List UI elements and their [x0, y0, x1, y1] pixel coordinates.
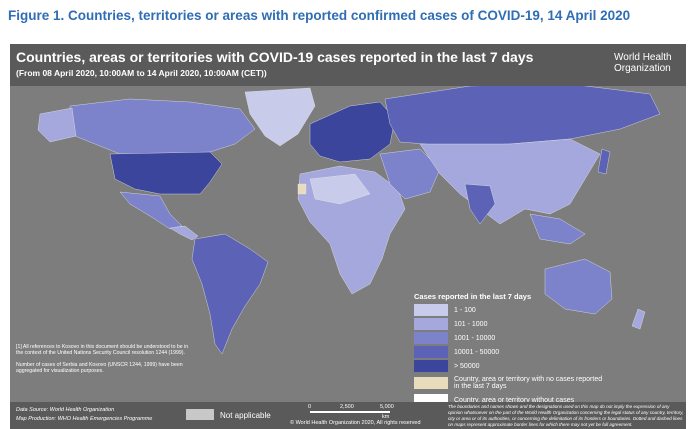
scale-label: 0 — [308, 404, 312, 410]
canada — [69, 98, 256, 157]
data-source: Data Source: World Health Organization — [16, 407, 115, 413]
note: Number of cases of Serbia and Kosovo (UN… — [16, 362, 183, 374]
legend-label: 1001 - 10000 — [454, 334, 496, 342]
new-zealand — [631, 308, 646, 330]
south-america — [191, 233, 269, 355]
legend-swatch — [414, 346, 448, 358]
europe — [309, 101, 396, 163]
legend-swatch — [414, 318, 448, 330]
asia — [419, 138, 601, 225]
notes: [1] All references to Kosovo in this doc… — [16, 344, 196, 380]
legend-label: Country, area or territory without cases — [454, 396, 575, 404]
map-header: Countries, areas or territories with COV… — [10, 44, 686, 86]
legend-label: > 50000 — [454, 362, 480, 370]
who-logo: World Health Organization — [614, 52, 672, 74]
central-america — [169, 225, 199, 241]
legend-swatch — [414, 332, 448, 344]
world-map — [37, 83, 661, 355]
figure-title: Figure 1. Countries, territories or area… — [8, 8, 631, 23]
legend-label: 101 - 1000 — [454, 320, 488, 328]
legend-item: 1 - 100 — [414, 304, 604, 316]
legend-items: 1 - 100 101 - 1000 1001 - 10000 10001 - 500… — [414, 304, 604, 406]
map-production: Map Production: WHO Health Emergencies P… — [16, 416, 153, 422]
legend-label: Country, area or territory with no cases… — [454, 376, 603, 390]
legend: Cases reported in the last 7 days 1 - 10… — [414, 292, 604, 408]
legend-title: Cases reported in the last 7 days — [414, 292, 532, 301]
map-subtitle: (From 08 April 2020, 10:00AM to 14 April… — [16, 68, 267, 78]
logo-line: World Health — [614, 52, 672, 63]
scale-label: 2,500 — [340, 404, 354, 410]
japan — [597, 148, 611, 175]
scale-bar — [310, 411, 390, 413]
legend-swatch — [414, 377, 448, 389]
legend-swatch — [414, 360, 448, 372]
usa — [109, 151, 223, 195]
footer: Data Source: World Health Organization M… — [10, 402, 686, 429]
mexico — [119, 191, 183, 230]
legend-item: > 50000 — [414, 360, 604, 372]
legend-label: 1 - 100 — [454, 306, 476, 314]
russia — [384, 83, 661, 147]
southeast-asia — [529, 213, 586, 245]
map-title: Countries, areas or territories with COV… — [16, 49, 534, 65]
disclaimer: The boundaries and names shown and the d… — [448, 404, 684, 427]
legend-item: Country, area or territory with no cases… — [414, 376, 604, 390]
legend-swatch — [414, 304, 448, 316]
legend-item: 10001 - 50000 — [414, 346, 604, 358]
alaska — [37, 107, 77, 143]
australia — [544, 258, 613, 315]
not-applicable-swatch — [186, 409, 214, 420]
note: [1] All references to Kosovo in this doc… — [16, 344, 189, 356]
greenland — [244, 87, 316, 147]
middle-east — [379, 148, 441, 200]
not-applicable: Not applicable — [220, 411, 271, 420]
legend-label: 10001 - 50000 — [454, 348, 500, 356]
map-panel: Countries, areas or territories with COV… — [10, 44, 686, 429]
western-sahara — [297, 183, 307, 195]
india — [464, 183, 496, 225]
copyright: © World Health Organization 2020, All ri… — [290, 420, 421, 426]
sahara-no-cases — [309, 173, 371, 205]
scale-label: 5,000 — [380, 404, 394, 410]
legend-item: 1001 - 10000 — [414, 332, 604, 344]
legend-item: 101 - 1000 — [414, 318, 604, 330]
scale-label: km — [382, 414, 390, 420]
logo-line: Organization — [614, 63, 671, 74]
